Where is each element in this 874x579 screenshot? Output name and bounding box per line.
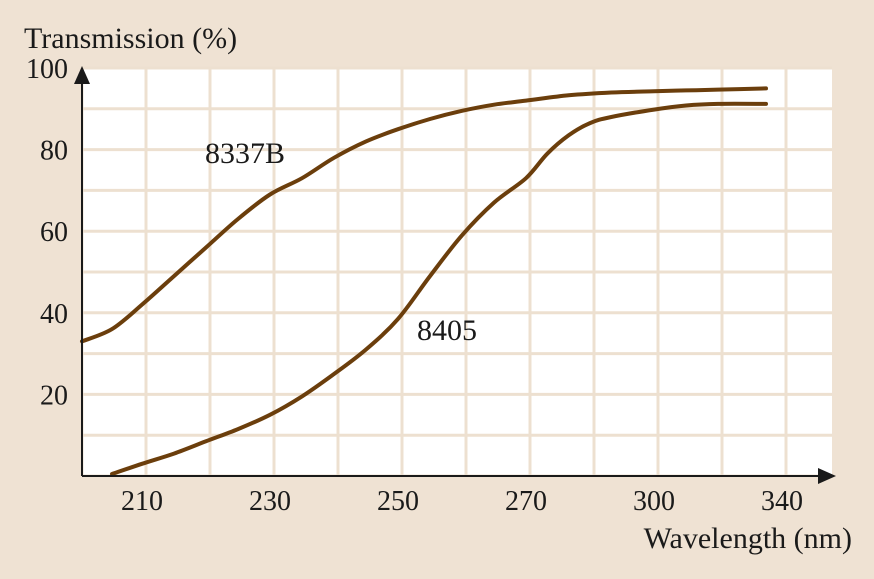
x-tick-label: 210 — [121, 486, 163, 517]
series-labels: 8337B 8405 — [205, 137, 477, 347]
x-tick-label: 300 — [633, 486, 675, 517]
axes — [74, 66, 836, 484]
y-tick-label: 20 — [40, 380, 68, 411]
y-axis-title: Transmission (%) — [24, 22, 237, 55]
y-tick-label: 100 — [26, 54, 68, 85]
x-axis-title: Wavelength (nm) — [644, 522, 852, 555]
series-label-8405: 8405 — [417, 314, 477, 347]
x-tick-label: 250 — [377, 486, 419, 517]
series-line-8337b — [80, 86, 768, 344]
curves — [80, 86, 768, 476]
y-tick-label: 80 — [40, 136, 68, 167]
tick-labels: 210 230 250 270 300 340 20 40 60 80 100 — [26, 54, 803, 517]
x-tick-label: 270 — [505, 486, 547, 517]
series-line-8405 — [110, 101, 768, 476]
x-tick-label: 340 — [761, 486, 803, 517]
series-label-8337b: 8337B — [205, 137, 285, 170]
y-axis-arrow — [74, 66, 90, 84]
y-tick-label: 40 — [40, 299, 68, 330]
x-axis-arrow — [818, 468, 836, 484]
grid — [80, 66, 832, 478]
x-tick-label: 230 — [249, 486, 291, 517]
y-tick-label: 60 — [40, 217, 68, 248]
